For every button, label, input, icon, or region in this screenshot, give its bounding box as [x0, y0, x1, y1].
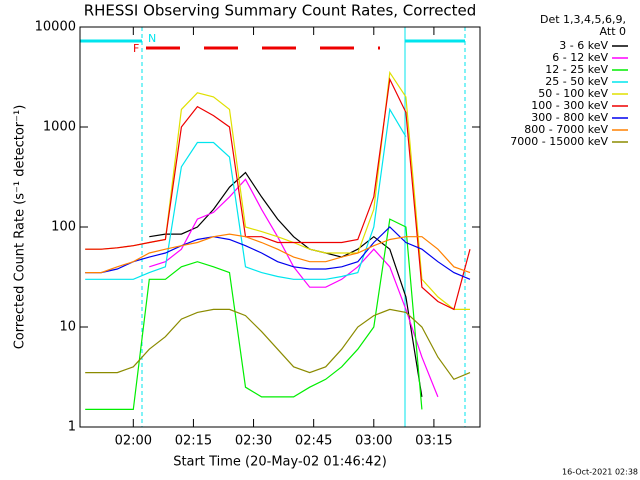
chart-title: RHESSI Observing Summary Count Rates, Co…	[84, 2, 477, 20]
legend-label: 12 - 25 keV	[545, 63, 608, 76]
x-tick-label: 03:00	[355, 434, 392, 449]
x-tick-label: 02:30	[235, 434, 272, 449]
series-line	[85, 226, 471, 280]
legend-label: 50 - 100 keV	[538, 87, 608, 100]
x-axis-label: Start Time (20-May-02 01:46:42)	[173, 455, 387, 470]
x-tick-label: 02:15	[175, 434, 212, 449]
legend-label: 25 - 50 keV	[545, 75, 608, 88]
legend-header: Det 1,3,4,5,6,9,	[540, 13, 626, 26]
series-line	[85, 70, 470, 310]
series-line	[149, 178, 439, 398]
x-tick-label: 02:45	[295, 434, 332, 449]
y-tick-label: 10	[59, 320, 76, 335]
y-tick-label: 1000	[43, 120, 76, 135]
legend-header: Att 0	[600, 25, 626, 38]
x-tick-label: 02:00	[115, 434, 152, 449]
annotation: N	[148, 32, 156, 45]
y-tick-label: 100	[51, 220, 76, 235]
y-tick-label: 10000	[35, 20, 76, 35]
legend-label: 100 - 300 keV	[531, 99, 608, 112]
legend-label: 800 - 7000 keV	[524, 123, 608, 136]
plot-frame	[79, 26, 481, 428]
legend-label: 6 - 12 keV	[552, 51, 608, 64]
legend-label: 7000 - 15000 keV	[510, 135, 608, 148]
series-line	[149, 171, 423, 397]
legend-label: 300 - 800 keV	[531, 111, 608, 124]
series-line	[85, 233, 471, 274]
y-axis-label: Corrected Count Rate (s⁻¹ detector⁻¹)	[13, 105, 28, 350]
series-line	[85, 218, 423, 410]
series-line	[85, 308, 471, 381]
y-tick-label: 1	[68, 420, 76, 435]
series-line	[85, 107, 407, 280]
annotation: F	[133, 42, 139, 55]
footer-date: 16-Oct-2021 02:38	[562, 468, 638, 477]
legend-label: 3 - 6 keV	[559, 39, 608, 52]
x-tick-label: 03:15	[415, 434, 452, 449]
series-line	[85, 77, 471, 311]
plot-area	[85, 70, 471, 410]
